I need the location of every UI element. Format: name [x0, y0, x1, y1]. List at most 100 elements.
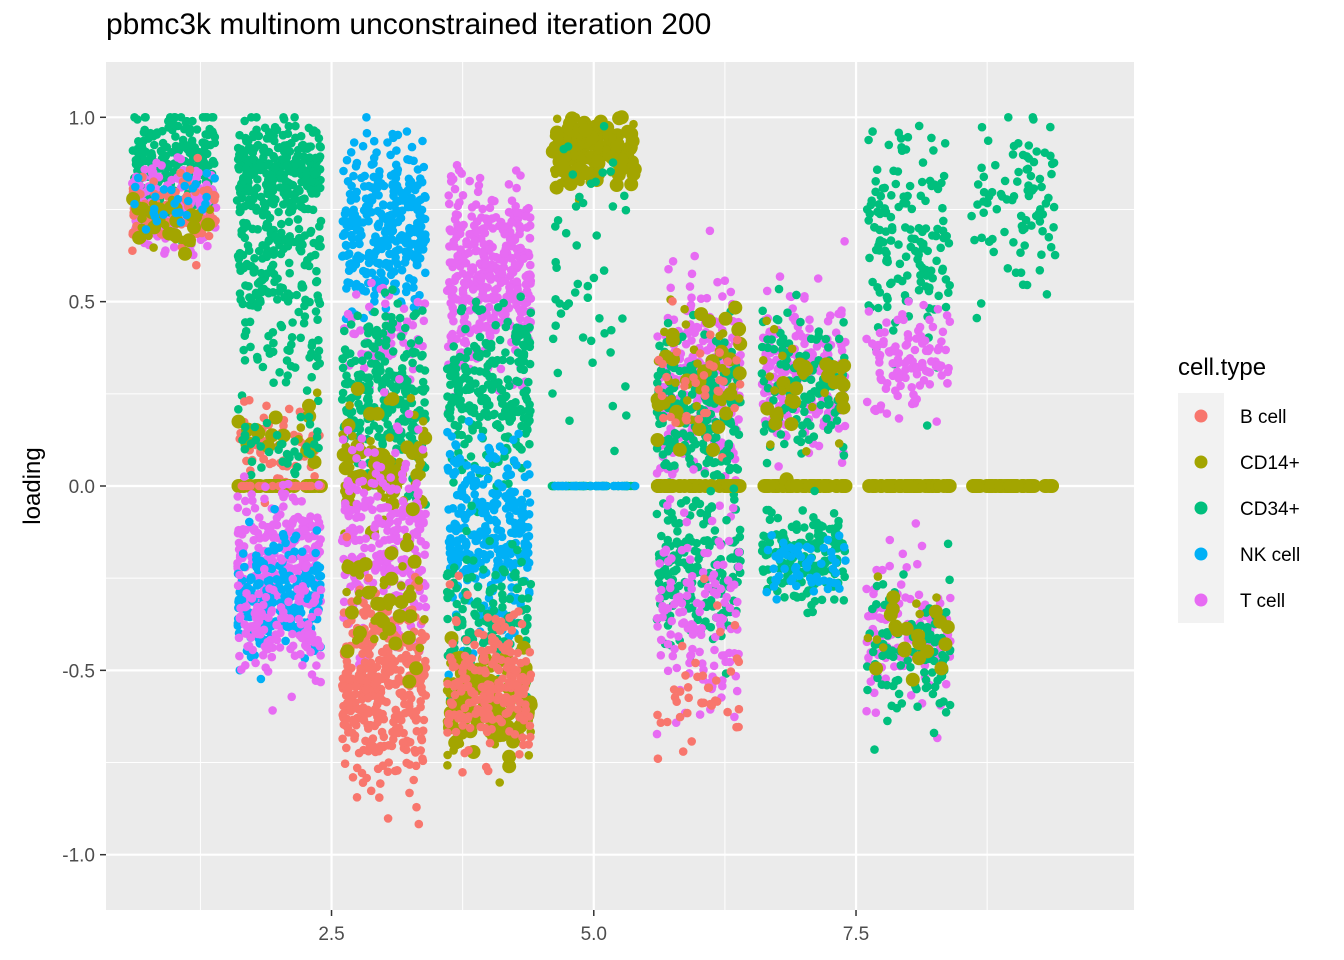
point-nk-cell	[444, 505, 453, 514]
point-b-cell	[462, 682, 471, 692]
point-cd34	[188, 116, 197, 126]
point-b-cell	[448, 662, 458, 672]
point-cd34	[380, 357, 390, 366]
point-cd14	[405, 502, 420, 517]
point-nk-cell	[485, 446, 495, 455]
point-nk-cell	[364, 181, 374, 191]
point-b-cell	[386, 653, 396, 663]
point-t-cell	[173, 153, 182, 162]
point-nk-cell	[355, 239, 364, 249]
point-nk-cell	[388, 226, 398, 236]
point-t-cell	[465, 176, 475, 186]
point-cd34	[406, 339, 416, 348]
point-cd34	[263, 183, 272, 192]
point-b-cell	[284, 404, 294, 414]
point-cd34	[618, 314, 627, 323]
point-cd34	[233, 143, 243, 153]
point-t-cell	[475, 173, 485, 183]
point-t-cell	[357, 434, 367, 443]
point-nk-cell	[484, 453, 494, 463]
point-t-cell	[388, 534, 397, 543]
point-nk-cell	[384, 220, 393, 230]
point-b-cell	[363, 646, 373, 656]
point-t-cell	[483, 283, 493, 292]
point-cd34	[526, 308, 536, 318]
point-b-cell	[351, 689, 360, 699]
point-b-cell	[291, 481, 301, 491]
point-nk-cell	[342, 155, 352, 165]
point-cd34	[608, 158, 618, 167]
point-nk-cell	[141, 225, 151, 234]
point-cd34	[595, 314, 604, 323]
point-cd34	[287, 190, 297, 199]
point-nk-cell	[443, 463, 453, 473]
point-cd34	[276, 320, 286, 330]
point-cd14	[379, 580, 389, 590]
point-b-cell	[398, 738, 408, 747]
point-cd34	[608, 202, 618, 211]
point-cd34	[250, 422, 260, 432]
point-cd14	[384, 546, 399, 561]
point-nk-cell	[386, 150, 395, 160]
point-t-cell	[461, 280, 471, 290]
point-cd34	[502, 412, 512, 421]
point-nk-cell	[133, 173, 143, 183]
point-nk-cell	[412, 256, 422, 266]
point-t-cell	[395, 374, 404, 384]
point-t-cell	[288, 493, 298, 502]
point-t-cell	[348, 445, 357, 455]
point-t-cell	[307, 670, 317, 679]
point-cd34	[449, 478, 458, 487]
point-t-cell	[386, 473, 396, 482]
point-b-cell	[401, 650, 411, 660]
point-nk-cell	[402, 282, 411, 291]
point-cd34	[295, 186, 304, 196]
point-t-cell	[391, 448, 400, 458]
point-nk-cell	[347, 233, 357, 243]
point-nk-cell	[396, 213, 406, 223]
point-t-cell	[445, 258, 455, 267]
point-cd14	[420, 615, 429, 624]
point-b-cell	[390, 727, 400, 737]
point-nk-cell	[481, 522, 490, 531]
point-cd14	[418, 417, 428, 426]
point-cd34	[356, 406, 366, 415]
point-b-cell	[383, 767, 393, 776]
point-cd34	[203, 130, 213, 140]
point-cd34	[493, 355, 502, 365]
point-nk-cell	[509, 456, 519, 465]
point-t-cell	[416, 536, 426, 546]
point-t-cell	[359, 363, 369, 373]
point-t-cell	[461, 338, 471, 348]
point-cd34	[507, 399, 516, 409]
point-b-cell	[352, 793, 362, 802]
point-cd14	[392, 609, 407, 623]
point-cd34	[296, 234, 306, 243]
point-b-cell	[342, 532, 352, 542]
point-t-cell	[241, 496, 250, 506]
point-t-cell	[272, 635, 282, 645]
point-t-cell	[169, 242, 179, 252]
point-b-cell	[394, 674, 404, 683]
point-cd34	[264, 331, 273, 341]
point-cd34	[272, 125, 282, 135]
point-nk-cell	[474, 465, 483, 475]
point-b-cell	[342, 619, 352, 629]
point-b-cell	[358, 608, 368, 617]
point-cd34	[514, 407, 523, 417]
point-nk-cell	[491, 491, 501, 501]
point-cd34	[353, 311, 363, 321]
point-cd34	[296, 201, 305, 211]
point-t-cell	[254, 513, 264, 522]
point-nk-cell	[397, 265, 407, 275]
point-cd34	[131, 155, 141, 165]
point-b-cell	[421, 632, 431, 641]
point-nk-cell	[345, 278, 354, 288]
point-b-cell	[366, 658, 376, 668]
point-cd34	[467, 379, 476, 389]
point-cd34	[185, 148, 194, 158]
point-t-cell	[450, 215, 460, 224]
point-b-cell	[299, 481, 308, 491]
point-b-cell	[310, 472, 319, 481]
point-cd14	[578, 123, 593, 138]
